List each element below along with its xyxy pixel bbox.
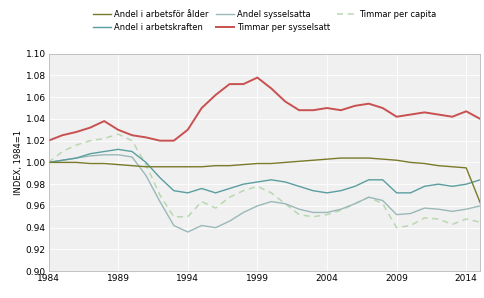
Legend: Andel i arbetsför ålder, Andel i arbetskraften, Andel sysselsatta, Timmar per sy: Andel i arbetsför ålder, Andel i arbetsk… xyxy=(92,10,435,32)
Y-axis label: INDEX, 1984=1: INDEX, 1984=1 xyxy=(14,130,23,195)
